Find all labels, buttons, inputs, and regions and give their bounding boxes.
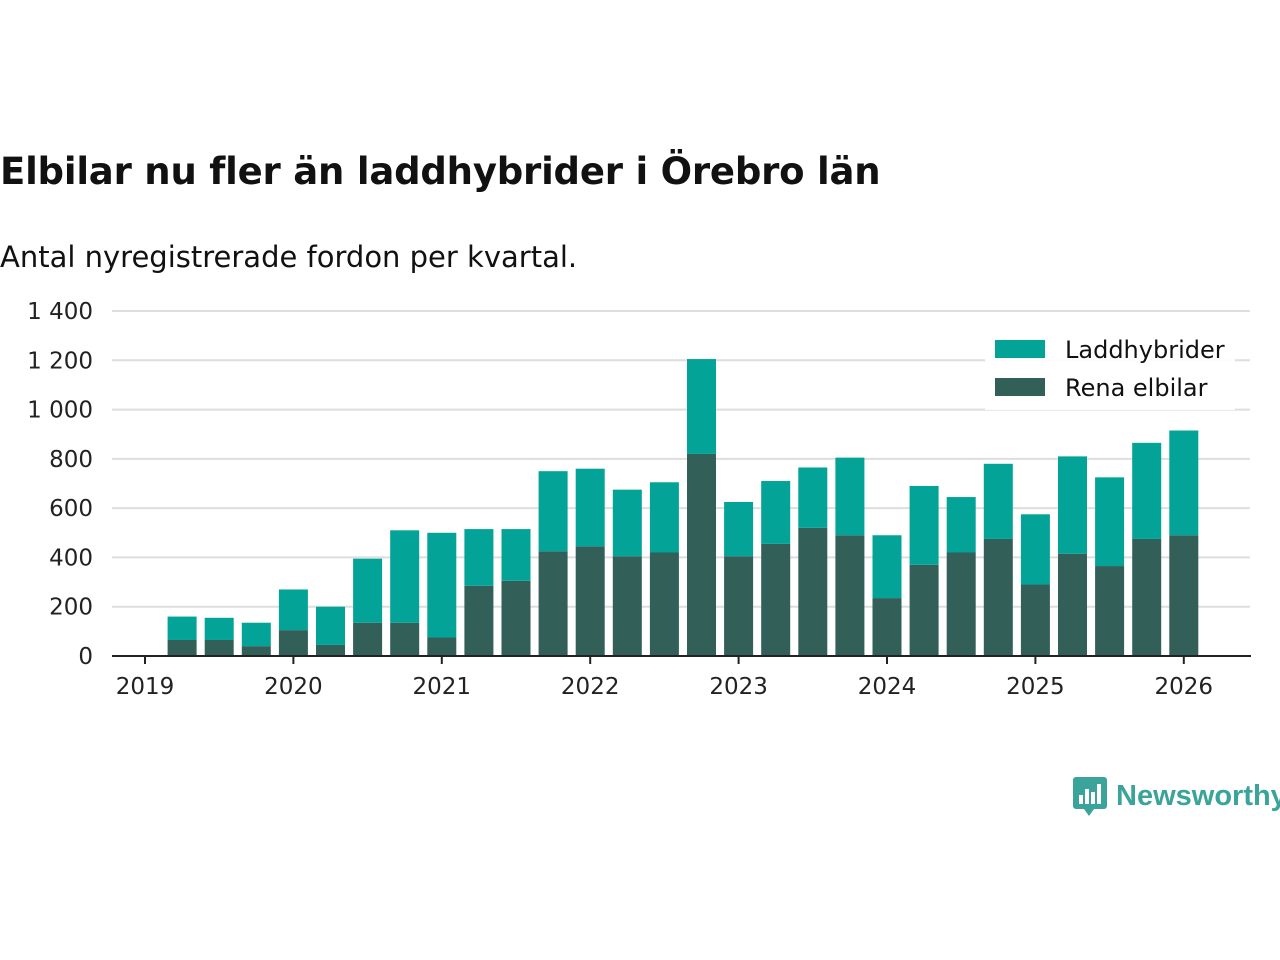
bar-rena-elbilar [983, 538, 1013, 656]
bar-rena-elbilar [353, 622, 383, 656]
brand-logo: Newsworthy [1072, 775, 1280, 817]
gridlines [112, 310, 1250, 608]
bar-rena-elbilar [1132, 538, 1162, 656]
chart-subtitle: Antal nyregistrerade fordon per kvartal. [0, 240, 578, 274]
bar-rena-elbilar [538, 551, 568, 656]
bar-rena-elbilar [1058, 553, 1087, 656]
bar-rena-elbilar [464, 585, 494, 656]
bar-rena-elbilar [427, 637, 457, 656]
bar-laddhybrider [464, 529, 494, 586]
bar-laddhybrider [167, 616, 197, 640]
x-tick-label: 2019 [116, 674, 175, 700]
bar-laddhybrider [1058, 456, 1087, 554]
x-tick-label: 2026 [1155, 674, 1214, 700]
bar-rena-elbilar [241, 646, 271, 656]
bar-rena-elbilar [946, 552, 976, 656]
y-tick-label: 400 [49, 545, 93, 571]
x-tick-label: 2020 [264, 674, 323, 700]
bar-rena-elbilar [1020, 584, 1050, 656]
bar-laddhybrider [649, 482, 679, 553]
bar-laddhybrider [427, 532, 457, 638]
stacked-bar-chart: 0 200 400 600 800 1 000 1 200 1 400 2019 2020 202… [27, 299, 1251, 700]
bar-laddhybrider [501, 529, 531, 581]
bar-laddhybrider [538, 471, 568, 552]
bar-rena-elbilar [390, 622, 420, 656]
y-tick-label: 1 400 [27, 299, 93, 325]
bar-rena-elbilar [649, 552, 679, 656]
bar-rena-elbilar [501, 580, 531, 656]
x-tick-label: 2021 [413, 674, 472, 700]
bar-rena-elbilar [724, 556, 754, 656]
bar-laddhybrider [872, 535, 902, 599]
bar-laddhybrider [575, 468, 605, 547]
y-axis: 0 200 400 600 800 1 000 1 200 1 400 [27, 299, 93, 670]
bar-laddhybrider [612, 489, 642, 557]
x-tick-label: 2025 [1006, 674, 1065, 700]
y-tick-label: 0 [78, 644, 93, 670]
bar-rena-elbilar [575, 546, 605, 656]
bar-laddhybrider [724, 501, 754, 557]
bar-laddhybrider [278, 589, 308, 631]
bar-rena-elbilar [909, 564, 939, 656]
bar-laddhybrider [798, 467, 828, 528]
bar-laddhybrider [204, 617, 234, 640]
legend-label: Laddhybrider [1065, 336, 1225, 364]
x-axis: 2019 2020 2021 2022 2023 2024 2025 2026 [116, 656, 1213, 700]
bar-laddhybrider [1095, 477, 1125, 567]
legend-swatch [995, 340, 1045, 358]
bar-laddhybrider [1132, 442, 1162, 539]
chart-title: Elbilar nu fler än laddhybrider i Örebro… [0, 150, 881, 193]
brand-name: Newsworthy [1116, 779, 1280, 812]
bar-laddhybrider [946, 497, 976, 553]
bar-rena-elbilar [687, 453, 716, 656]
y-tick-label: 800 [49, 447, 93, 473]
legend-label: Rena elbilar [1065, 374, 1208, 402]
y-tick-label: 600 [49, 496, 93, 522]
bar-laddhybrider [241, 622, 271, 647]
bar-laddhybrider [316, 606, 345, 645]
bar-laddhybrider [353, 558, 383, 623]
bars [167, 359, 1199, 656]
y-tick-label: 1 000 [27, 398, 93, 424]
x-tick-label: 2022 [561, 674, 620, 700]
bar-rena-elbilar [1095, 566, 1125, 656]
y-tick-label: 200 [49, 595, 93, 621]
bar-rena-elbilar [872, 598, 902, 656]
x-tick-label: 2024 [858, 674, 917, 700]
bar-rena-elbilar [798, 527, 828, 656]
bar-rena-elbilar [1169, 535, 1199, 656]
bar-laddhybrider [983, 463, 1013, 539]
bar-rena-elbilar [278, 630, 308, 656]
bar-laddhybrider [1020, 514, 1050, 585]
bar-rena-elbilar [761, 543, 791, 656]
bar-chart-speech-icon [1073, 777, 1107, 816]
bar-rena-elbilar [204, 639, 234, 656]
bar-laddhybrider [390, 530, 420, 623]
bar-laddhybrider [835, 457, 865, 536]
bar-laddhybrider [687, 359, 716, 454]
bar-laddhybrider [909, 485, 939, 565]
x-tick-label: 2023 [709, 674, 768, 700]
y-tick-label: 1 200 [27, 348, 93, 374]
bar-rena-elbilar [167, 639, 197, 656]
bar-rena-elbilar [612, 556, 642, 656]
bar-rena-elbilar [316, 644, 345, 656]
legend-swatch [995, 378, 1045, 396]
bar-rena-elbilar [835, 535, 865, 656]
bar-laddhybrider [1169, 430, 1199, 536]
bar-laddhybrider [761, 481, 791, 544]
legend: Laddhybrider Rena elbilar [985, 330, 1235, 410]
